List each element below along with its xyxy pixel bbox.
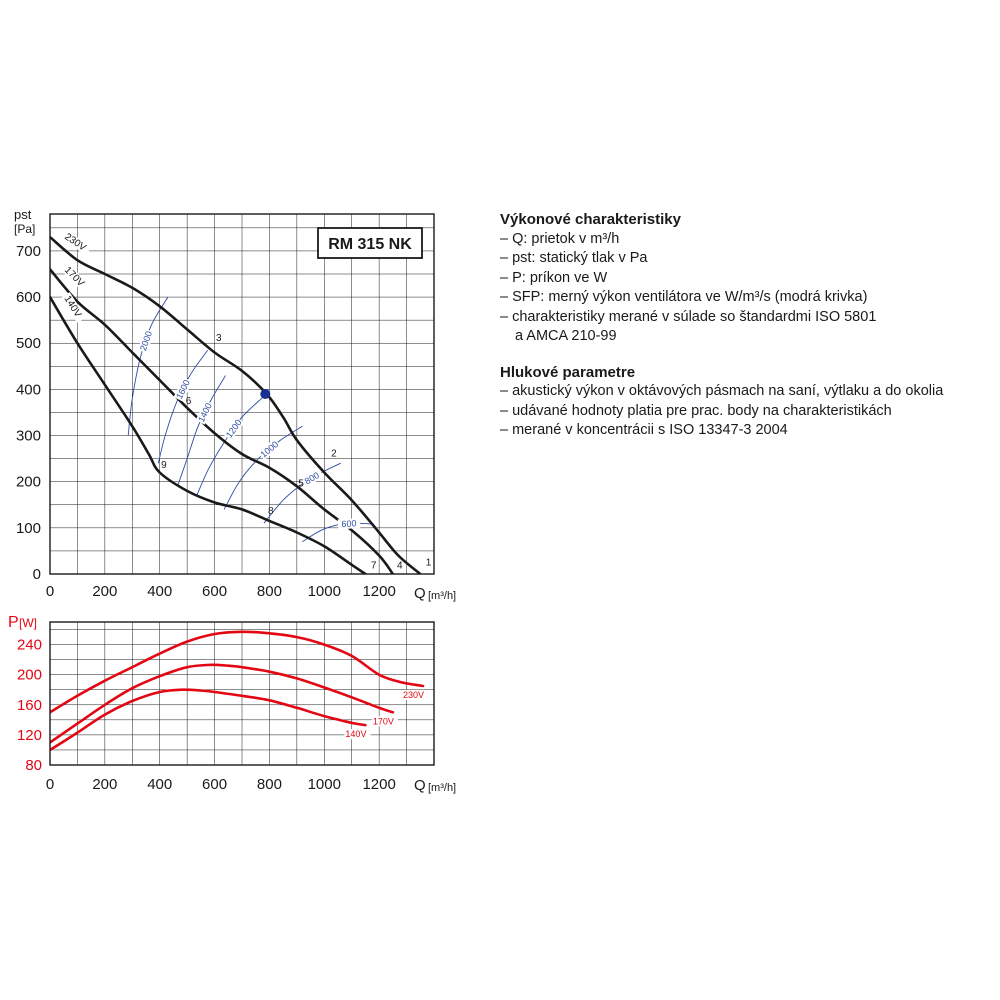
- x-tick-label: 800: [257, 583, 282, 600]
- power-curve: [50, 663, 395, 744]
- legend-item: – Q: prietok v m³/h: [500, 230, 620, 247]
- x-tick-label: 200: [92, 776, 117, 793]
- sfp-curve: [223, 425, 303, 510]
- work-point-label: 2: [331, 448, 337, 459]
- x-tick-label: 1200: [362, 776, 395, 793]
- pa-unit-label: [Pa]: [14, 222, 35, 236]
- x-tick-label: 1000: [308, 776, 341, 793]
- q-unit-label-top: [m³/h]: [428, 590, 456, 602]
- sfp-label-bg: [299, 468, 324, 489]
- work-point-label: 4: [397, 560, 403, 571]
- x-tick-label: 600: [202, 776, 227, 793]
- legend-item: – merané v koncentrácii s ISO 13347-3 20…: [500, 422, 788, 438]
- y-tick-label: 100: [16, 520, 41, 537]
- sfp-curves: [127, 296, 374, 543]
- title-box: [317, 227, 423, 259]
- power-marks: 0 200 400 600 800 1000 1200 80 120 160 200 240 230V 1…: [17, 637, 429, 793]
- noise-list: – akustický výkon v oktávových pásmach n…: [500, 382, 990, 441]
- sfp-curve: [127, 296, 169, 436]
- w-unit-label: [W]: [19, 616, 37, 630]
- sfp-label-bg: [337, 518, 361, 530]
- x-tick-label: 600: [202, 583, 227, 600]
- sfp-label-bg: [257, 438, 282, 461]
- y-tick-label: 240: [17, 637, 42, 654]
- sfp-label-bg: [173, 377, 193, 402]
- q-axis-label-top: Q: [414, 585, 426, 602]
- x-tick-label: 400: [147, 583, 172, 600]
- x-tick-label: 0: [46, 583, 54, 600]
- noise-heading: Hlukové parametre: [500, 363, 636, 381]
- y-tick-label: 0: [33, 566, 41, 583]
- legend-item-continuation: a AMCA 210-99: [515, 328, 617, 344]
- work-point-label: 6: [186, 396, 192, 407]
- y-tick-label: 80: [25, 757, 42, 774]
- sfp-curve: [263, 462, 341, 524]
- legend-item: – akustický výkon v oktávových pásmach n…: [500, 383, 944, 399]
- sfp-curve-label: 600: [341, 518, 357, 529]
- work-point-label: 3: [216, 333, 222, 344]
- p-axis-label: P: [8, 614, 19, 631]
- pressure-curve: [50, 235, 422, 574]
- x-tick-label: 400: [147, 776, 172, 793]
- power-curve: [50, 688, 367, 752]
- pressure-curve: [50, 295, 367, 574]
- q-unit-label-bottom: [m³/h]: [428, 782, 456, 794]
- work-point-label: 5: [298, 478, 304, 489]
- power-voltage-label: 230V: [403, 690, 424, 700]
- series-label-bg: [371, 716, 398, 727]
- legend-item: – charakteristiky merané v súlade so šta…: [500, 308, 877, 325]
- x-tick-label: 800: [257, 776, 282, 793]
- series-label-bg: [61, 263, 90, 292]
- work-point-label: 9: [161, 460, 167, 471]
- sfp-curve: [196, 395, 265, 496]
- sfp-curve-label: 2000: [138, 330, 154, 352]
- power-plot-frame: [49, 621, 435, 766]
- legend-panel: Výkonové charakteristiky – Q: prietok v …: [500, 210, 990, 441]
- power-voltage-label: 170V: [373, 716, 394, 726]
- y-tick-label: 120: [17, 727, 42, 744]
- chart-title: RM 315 NK: [328, 236, 412, 253]
- x-tick-label: 200: [92, 583, 117, 600]
- operating-point-marker: [260, 389, 271, 399]
- pressure-marks: 0 200 400 600 800 1000 12000100200300400500600…: [16, 230, 432, 600]
- y-tick-label: 200: [17, 667, 42, 684]
- legend-item: – udávané hodnoty platia pre prac. body …: [500, 402, 892, 419]
- pressure-grid: [50, 214, 434, 574]
- work-point-label: 7: [371, 560, 377, 571]
- series-label-bg: [402, 689, 429, 700]
- sfp-curve: [177, 375, 226, 487]
- sfp-label-bg: [195, 400, 215, 425]
- pressure-plot-frame: [49, 213, 435, 575]
- sfp-curve: [157, 349, 209, 464]
- y-tick-label: 600: [16, 289, 41, 306]
- y-tick-label: 160: [17, 697, 42, 714]
- performance-list: – Q: prietok v m³/h – pst: statický tlak…: [500, 230, 990, 347]
- power-voltage-label: 140V: [345, 729, 366, 739]
- performance-heading: Výkonové charakteristiky: [500, 211, 681, 228]
- x-tick-label: 1000: [308, 583, 341, 600]
- x-tick-label: 0: [46, 776, 54, 793]
- x-tick-label: 1200: [362, 583, 395, 600]
- legend-item: – P: príkon ve W: [500, 269, 608, 286]
- legend-item: – pst: statický tlak v Pa: [500, 250, 648, 266]
- series-label-bg: [61, 230, 92, 256]
- q-axis-label-bottom: Q: [414, 777, 426, 794]
- series-label-bg: [344, 729, 371, 740]
- work-point-label: 1: [426, 558, 432, 569]
- power-curves: [50, 630, 425, 752]
- y-tick-label: 500: [16, 335, 41, 352]
- y-tick-label: 200: [16, 474, 41, 491]
- y-tick-label: 300: [16, 428, 41, 445]
- power-grid: [50, 622, 434, 765]
- y-tick-label: 700: [16, 243, 41, 260]
- work-point-label: 8: [268, 506, 274, 517]
- series-label-bg: [61, 292, 86, 323]
- sfp-label-bg: [223, 416, 245, 441]
- power-curve: [50, 630, 425, 714]
- y-tick-label: 400: [16, 381, 41, 398]
- pst-axis-label: pst: [14, 207, 32, 222]
- legend-item: – SFP: merný výkon ventilátora ve W/m³/s…: [500, 289, 868, 305]
- sfp-label-bg: [137, 328, 155, 353]
